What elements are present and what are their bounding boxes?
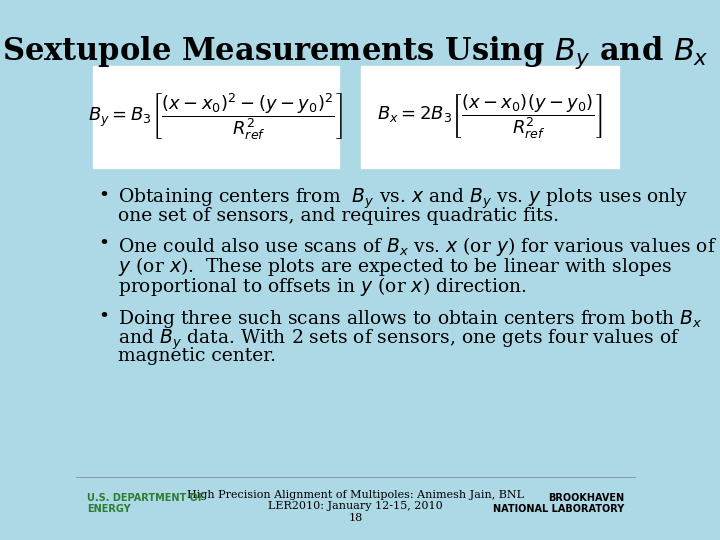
Text: $y$ (or $x$).  These plots are expected to be linear with slopes: $y$ (or $x$). These plots are expected t…: [118, 255, 672, 278]
Text: and $B_y$ data. With 2 sets of sensors, one gets four values of: and $B_y$ data. With 2 sets of sensors, …: [118, 327, 680, 352]
Text: $B_x = 2B_3\left[\dfrac{(x-x_0)(y-y_0)}{R_{ref}^2}\right]$: $B_x = 2B_3\left[\dfrac{(x-x_0)(y-y_0)}{…: [377, 92, 603, 141]
Text: U.S. DEPARTMENT OF
ENERGY: U.S. DEPARTMENT OF ENERGY: [87, 493, 204, 515]
Text: proportional to offsets in $y$ (or $x$) direction.: proportional to offsets in $y$ (or $x$) …: [118, 275, 526, 298]
Text: one set of sensors, and requires quadratic fits.: one set of sensors, and requires quadrat…: [118, 207, 559, 225]
Text: Sextupole Measurements Using $B_y$ and $B_x$: Sextupole Measurements Using $B_y$ and $…: [2, 33, 709, 71]
Text: $B_y = B_3\left[\dfrac{(x-x_0)^2-(y-y_0)^2}{R_{ref}^2}\right]$: $B_y = B_3\left[\dfrac{(x-x_0)^2-(y-y_0)…: [89, 91, 343, 143]
FancyBboxPatch shape: [93, 66, 339, 168]
Text: One could also use scans of $B_x$ vs. $x$ (or $y$) for various values of: One could also use scans of $B_x$ vs. $x…: [118, 235, 717, 258]
Text: Obtaining centers from  $B_y$ vs. $x$ and $B_y$ vs. $y$ plots uses only: Obtaining centers from $B_y$ vs. $x$ and…: [118, 187, 688, 211]
Text: magnetic center.: magnetic center.: [118, 347, 276, 366]
Text: Doing three such scans allows to obtain centers from both $B_x$: Doing three such scans allows to obtain …: [118, 308, 702, 329]
FancyBboxPatch shape: [361, 66, 618, 168]
Text: BROOKHAVEN
NATIONAL LABORATORY: BROOKHAVEN NATIONAL LABORATORY: [493, 493, 624, 515]
Text: •: •: [98, 187, 109, 205]
Text: •: •: [98, 308, 109, 326]
Text: •: •: [98, 235, 109, 253]
Text: High Precision Alignment of Multipoles: Animesh Jain, BNL
LER2010: January 12-15: High Precision Alignment of Multipoles: …: [187, 490, 524, 523]
